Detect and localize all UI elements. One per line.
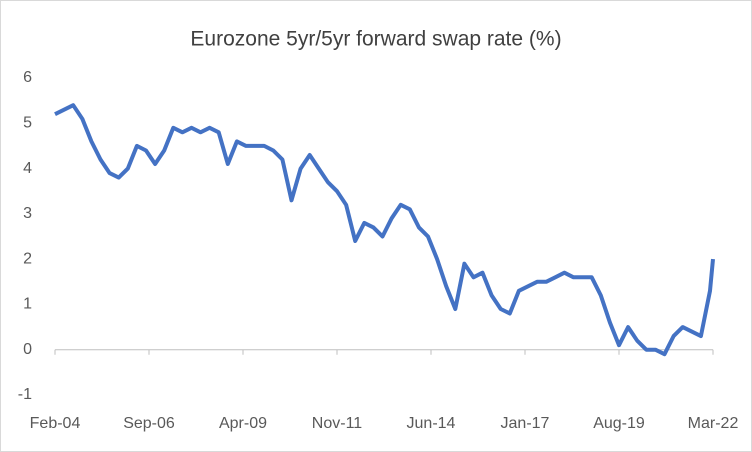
x-tick-label: Sep-06 [123,415,175,432]
y-tick-label: 6 [23,69,32,86]
y-tick-label: -1 [18,386,32,403]
y-tick-label: 0 [23,341,32,358]
x-tick-label: Jan-17 [501,415,550,432]
data-line [54,103,715,357]
y-tick-label: 4 [23,160,32,177]
x-tick-label: Feb-04 [30,415,81,432]
y-tick-label: 2 [23,250,32,267]
y-tick-label: 1 [23,296,32,313]
x-tick-label: Mar-22 [688,415,739,432]
x-tick-label: Nov-11 [312,415,362,432]
y-tick-label: 3 [23,205,32,222]
y-tick-label: 5 [23,115,32,132]
x-tick-label: Jun-14 [407,415,456,432]
x-tick-label: Aug-19 [593,415,645,432]
x-tick-label: Apr-09 [219,415,267,432]
chart-title: Eurozone 5yr/5yr forward swap rate (%) [190,28,561,51]
